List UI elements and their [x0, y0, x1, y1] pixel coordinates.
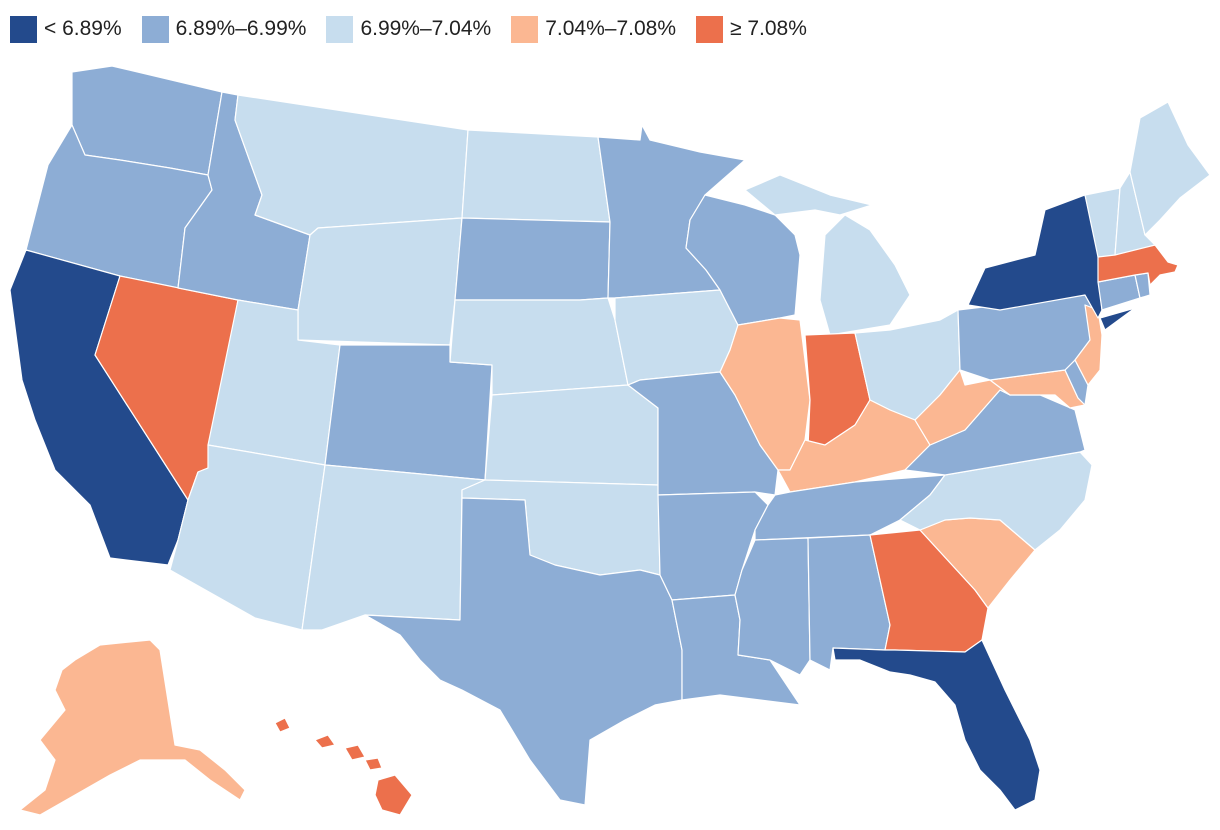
legend-label: < 6.89%	[44, 17, 122, 40]
state-hawaii[interactable]	[274, 717, 413, 816]
state-south-dakota[interactable]	[454, 217, 611, 301]
state-michigan[interactable]	[744, 174, 911, 336]
state-florida[interactable]	[832, 639, 1041, 811]
legend-swatch	[141, 15, 169, 43]
state-iowa[interactable]	[614, 289, 739, 386]
legend-swatch	[10, 15, 37, 43]
legend-swatch	[696, 15, 723, 43]
legend-item: 7.04%–7.08%	[511, 15, 676, 43]
legend-swatch	[511, 15, 539, 43]
state-colorado[interactable]	[324, 344, 493, 481]
state-maine[interactable]	[1129, 101, 1211, 236]
legend-item: ≥ 7.08%	[696, 15, 807, 43]
legend-label: 6.99%–7.04%	[360, 17, 492, 40]
state-alaska[interactable]	[19, 639, 246, 816]
legend-label: ≥ 7.08%	[730, 17, 807, 40]
legend-label: 7.04%–7.08%	[545, 17, 676, 40]
legend-label: 6.89%–6.99%	[175, 17, 307, 40]
legend-item: 6.89%–6.99%	[141, 15, 307, 43]
legend: < 6.89% 6.89%–6.99% 6.99%–7.04% 7.04%–7.…	[10, 14, 827, 44]
state-new-mexico[interactable]	[301, 464, 486, 631]
legend-swatch	[326, 15, 354, 43]
state-new-hampshire[interactable]	[1114, 171, 1156, 256]
legend-item: 6.99%–7.04%	[326, 15, 492, 43]
state-montana[interactable]	[234, 94, 469, 236]
state-texas[interactable]	[364, 497, 683, 806]
state-wyoming[interactable]	[297, 217, 463, 346]
state-kansas[interactable]	[484, 384, 659, 486]
state-massachusetts[interactable]	[1097, 244, 1179, 286]
legend-item: < 6.89%	[10, 15, 122, 43]
state-north-dakota[interactable]	[461, 129, 611, 223]
